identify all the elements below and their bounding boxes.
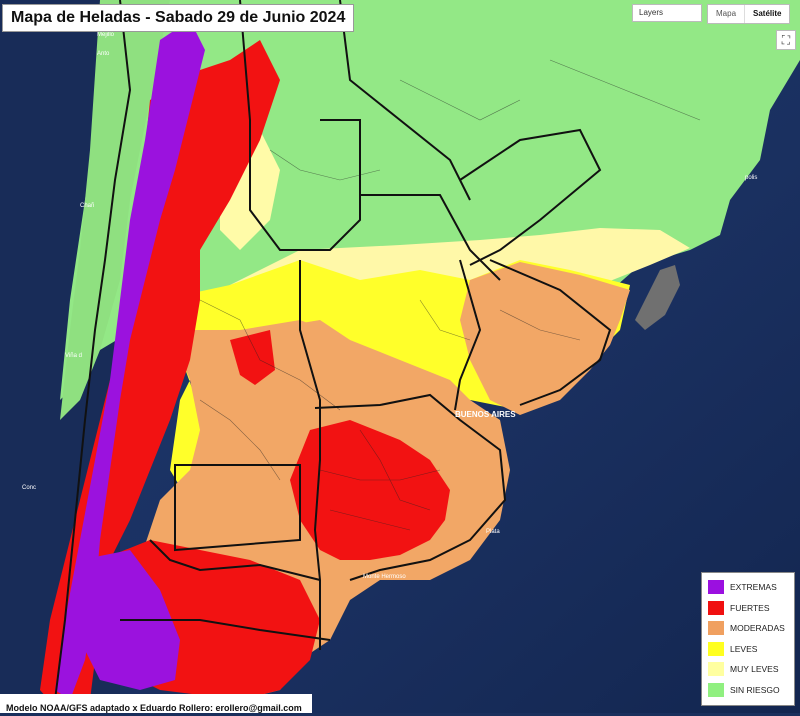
map-title: Mapa de Heladas - Sabado 29 de Junio 202… (2, 4, 355, 32)
zone-moderadas-cordoba (250, 320, 350, 410)
legend: EXTREMAS FUERTES MODERADAS LEVES MUY LEV… (701, 572, 795, 706)
legend-swatch (708, 600, 724, 615)
mejillones-label: Mejillo (97, 32, 115, 38)
zone-extremas (55, 20, 205, 700)
land-green-chile (60, 0, 170, 420)
fullscreen-icon: ⛶ (781, 33, 791, 47)
map-button[interactable]: Mapa (716, 9, 737, 18)
province-borders (54, 0, 612, 701)
credit-text: Modelo NOAA/GFS adaptado x Eduardo Rolle… (6, 703, 302, 713)
lagoon (635, 265, 680, 330)
legend-label: MODERADAS (730, 623, 785, 634)
plata-label: Plata (486, 529, 500, 535)
monte-hermoso-label: Monte Hermoso (363, 574, 406, 580)
zone-fuertes-mid (230, 330, 275, 385)
legend-label: EXTREMAS (730, 582, 777, 593)
antofagasta-label: Anto (97, 51, 110, 57)
legend-label: SIN RIESGO (730, 684, 780, 695)
legend-label: LEVES (730, 643, 758, 654)
legend-item: MODERADAS (708, 618, 788, 639)
legend-swatch (708, 641, 724, 656)
legend-label: MUY LEVES (730, 664, 779, 675)
legend-swatch (708, 682, 724, 697)
buenos-aires-label: BUENOS AIRES (455, 410, 516, 419)
satellite-button[interactable]: Satélite (744, 5, 789, 23)
legend-swatch (708, 662, 724, 677)
chanaral-label: Chañ (80, 203, 94, 209)
legend-item: MUY LEVES (708, 659, 788, 680)
zone-fuertes-pampa (290, 420, 450, 560)
polis-label: polis (745, 175, 757, 181)
legend-item: SIN RIESGO (708, 680, 788, 701)
map-type-toggle[interactable]: Mapa Satélite (707, 4, 791, 24)
layers-label: Layers (639, 8, 664, 17)
zone-moderadas-east (460, 262, 630, 415)
department-borders (199, 59, 701, 531)
legend-swatch (708, 621, 724, 636)
zone-fuertes-andes (40, 40, 280, 713)
concepcion-label: Conc (22, 485, 36, 491)
fullscreen-button[interactable]: ⛶ (776, 30, 796, 50)
legend-item: FUERTES (708, 598, 788, 619)
credit-bar: Modelo NOAA/GFS adaptado x Eduardo Rolle… (0, 694, 312, 713)
map-title-text: Mapa de Heladas - Sabado 29 de Junio 202… (11, 9, 346, 26)
legend-swatch (708, 580, 724, 595)
vina-del-mar-label: Viña d (65, 353, 82, 359)
legend-item: EXTREMAS (708, 577, 788, 598)
legend-item: LEVES (708, 639, 788, 660)
legend-label: FUERTES (730, 602, 770, 613)
layers-dropdown[interactable]: Layers (632, 4, 702, 22)
